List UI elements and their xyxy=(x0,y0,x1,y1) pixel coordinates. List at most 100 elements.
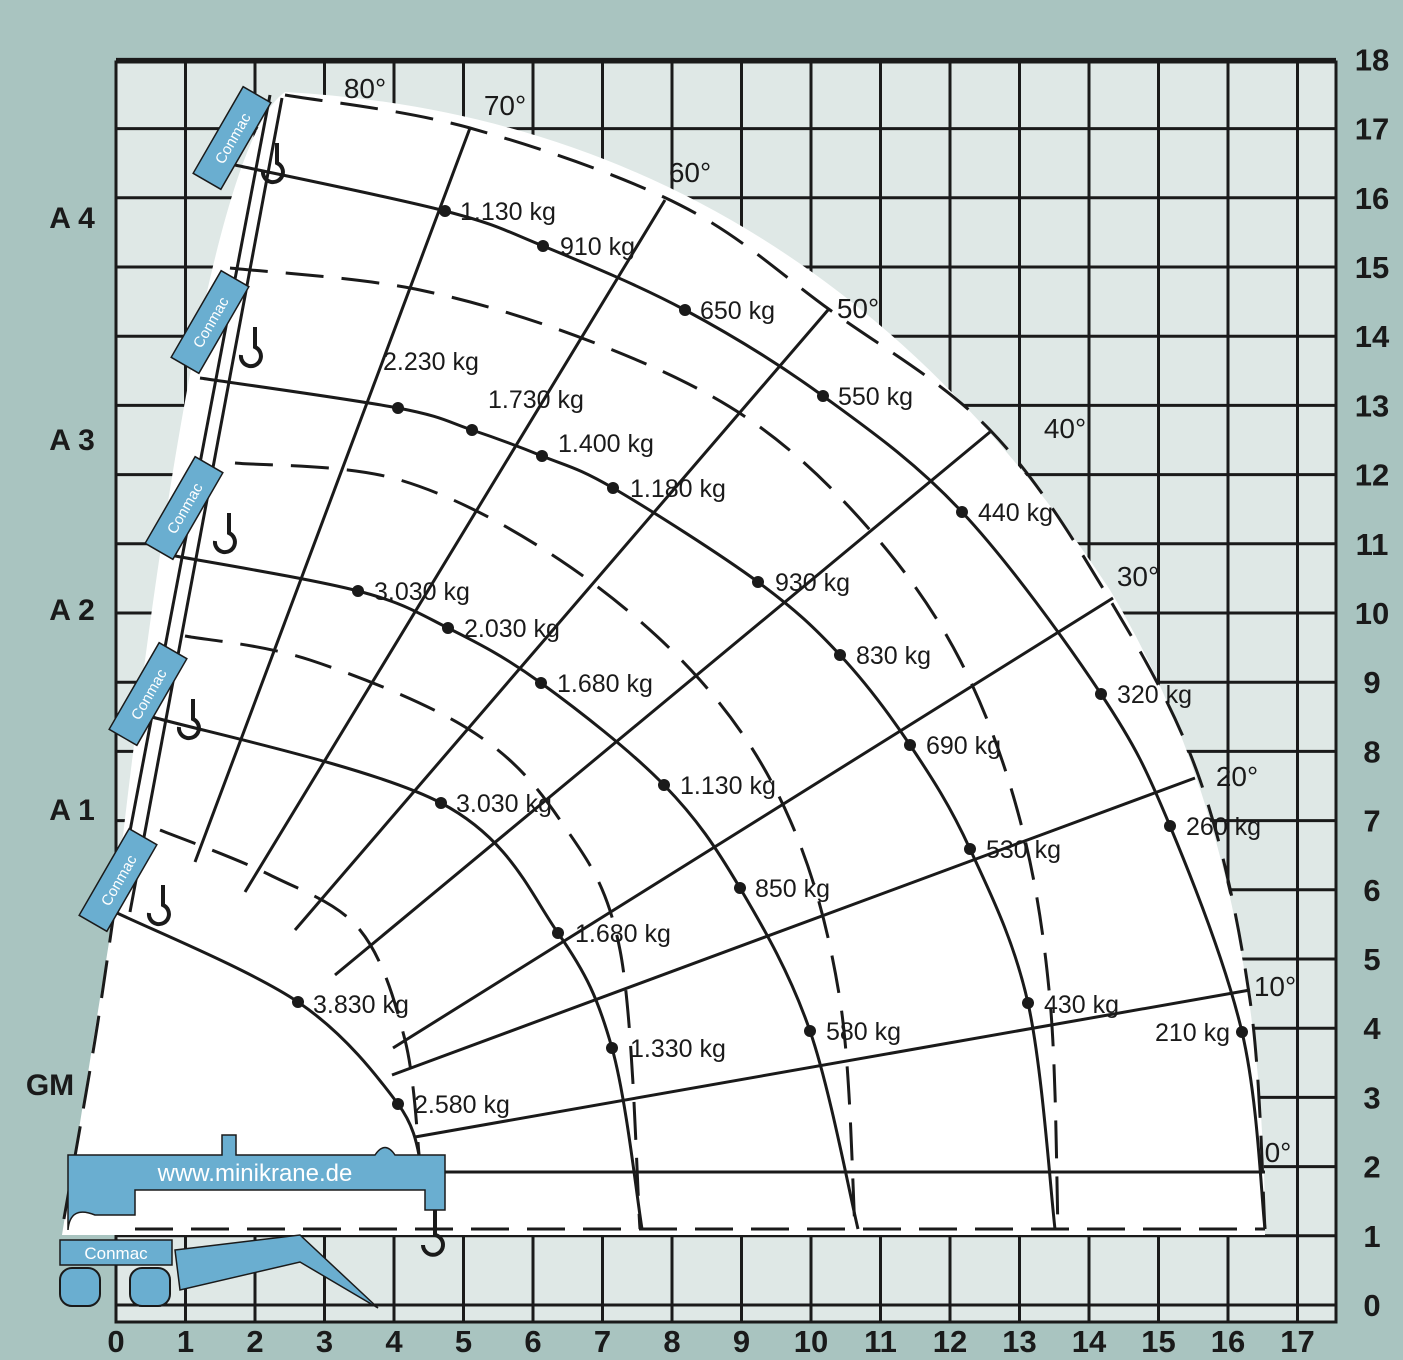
labels: 0 1 2 3 4 5 6 7 8 9 10 11 12 13 14 15 16 1701234567891011… xyxy=(26,42,1390,1359)
wheel xyxy=(59,1267,101,1307)
load-zone xyxy=(62,92,1265,1235)
angle-line xyxy=(243,199,667,893)
x-tick-label: 4 xyxy=(385,1324,403,1359)
load-label: 1.400 kg xyxy=(558,430,654,458)
load-point xyxy=(964,843,976,855)
boom-head: Conmac xyxy=(78,827,158,933)
boom-head: Conmac xyxy=(192,85,272,191)
x-tick-label: 0 xyxy=(107,1324,124,1359)
load-label: 650 kg xyxy=(700,297,775,325)
x-tick-label: 1 xyxy=(177,1324,194,1359)
dashed-arc xyxy=(184,634,642,1230)
load-point xyxy=(804,1025,816,1037)
outrigger xyxy=(174,1234,379,1309)
cabin xyxy=(59,1239,173,1266)
angle-label: 30° xyxy=(1117,561,1159,592)
load-arc xyxy=(144,713,644,1230)
x-tick-label: 2 xyxy=(246,1324,263,1359)
boom-box xyxy=(170,269,250,375)
load-point xyxy=(292,996,304,1008)
load-point xyxy=(537,240,549,252)
load-point xyxy=(536,450,548,462)
load-point xyxy=(1022,997,1034,1009)
y-tick-label: 0 xyxy=(1363,1288,1380,1323)
y-tick-label: 9 xyxy=(1363,665,1380,700)
load-label: 440 kg xyxy=(978,499,1053,527)
load-label: 1.730 kg xyxy=(488,386,584,414)
load-label: 210 kg xyxy=(1155,1019,1230,1047)
load-point xyxy=(752,576,764,588)
angle-line xyxy=(293,309,830,931)
hook xyxy=(238,327,263,369)
load-point xyxy=(658,779,670,791)
load-point xyxy=(392,402,404,414)
boom-box xyxy=(192,85,272,191)
load-point xyxy=(679,304,691,316)
load-arc xyxy=(234,163,1267,1230)
load-label: 1.680 kg xyxy=(557,670,653,698)
y-tick-label: 11 xyxy=(1356,527,1389,562)
load-label: 690 kg xyxy=(926,732,1001,760)
section-label: GM xyxy=(26,1069,74,1102)
y-tick-label: 16 xyxy=(1355,181,1389,216)
x-tick-label: 10 xyxy=(794,1324,828,1359)
load-label: 830 kg xyxy=(856,642,931,670)
load-arc xyxy=(199,376,1057,1230)
load-label: 3.830 kg xyxy=(313,991,409,1019)
x-tick-label: 12 xyxy=(933,1324,967,1359)
load-label: 930 kg xyxy=(775,569,850,597)
load-label: 1.680 kg xyxy=(575,920,671,948)
x-tick-label: 5 xyxy=(455,1324,472,1359)
load-label: 550 kg xyxy=(838,383,913,411)
load-label: 2.030 kg xyxy=(464,615,560,643)
x-tick-label: 7 xyxy=(594,1324,611,1359)
angle-label: 40° xyxy=(1044,413,1086,444)
load-label: 1.130 kg xyxy=(680,772,776,800)
y-tick-label: 17 xyxy=(1355,112,1389,147)
load-point xyxy=(466,424,478,436)
x-tick-label: 15 xyxy=(1141,1324,1175,1359)
load-point xyxy=(607,482,619,494)
website: www.minikrane.de xyxy=(157,1160,353,1187)
y-tick-label: 3 xyxy=(1363,1080,1380,1115)
load-label: 850 kg xyxy=(755,875,830,903)
y-tick-label: 13 xyxy=(1355,388,1389,423)
y-tick-label: 12 xyxy=(1355,458,1389,493)
load-label: 320 kg xyxy=(1117,681,1192,709)
angle-line xyxy=(414,988,1251,1139)
x-tick-label: 14 xyxy=(1072,1324,1107,1359)
load-arc xyxy=(114,910,424,1169)
dashed-arc xyxy=(229,266,1060,1230)
load-label: 1.180 kg xyxy=(630,475,726,503)
x-tick-label: 9 xyxy=(733,1324,750,1359)
crane: ConmacConmacConmacConmacConmacwww.minikr… xyxy=(59,85,446,1309)
load-point xyxy=(834,649,846,661)
load-point xyxy=(734,882,746,894)
y-tick-label: 18 xyxy=(1355,42,1389,77)
angle-label: 70° xyxy=(484,90,526,121)
load-point xyxy=(606,1042,618,1054)
load-label: 580 kg xyxy=(826,1018,901,1046)
y-tick-label: 1 xyxy=(1363,1219,1380,1254)
section-label: A 3 xyxy=(49,424,95,457)
angle-label: 0° xyxy=(1265,1137,1292,1168)
hook xyxy=(421,1210,445,1257)
boom-box xyxy=(108,641,188,747)
hook xyxy=(212,513,237,555)
angle-label: 80° xyxy=(344,73,386,104)
angle-line xyxy=(334,430,991,977)
dashed-arc xyxy=(284,93,1267,1230)
load-label: 910 kg xyxy=(560,233,635,261)
y-tick-label: 7 xyxy=(1363,804,1380,839)
load-point xyxy=(817,390,829,402)
angle-label: 10° xyxy=(1254,971,1296,1002)
load-point xyxy=(1164,820,1176,832)
load-point xyxy=(552,927,564,939)
load-point xyxy=(442,622,454,634)
angle-label: 20° xyxy=(1216,761,1258,792)
y-tick-label: 6 xyxy=(1363,873,1380,908)
load-point xyxy=(1236,1026,1248,1038)
x-tick-label: 17 xyxy=(1280,1324,1314,1359)
load-label: 1.330 kg xyxy=(630,1035,726,1063)
